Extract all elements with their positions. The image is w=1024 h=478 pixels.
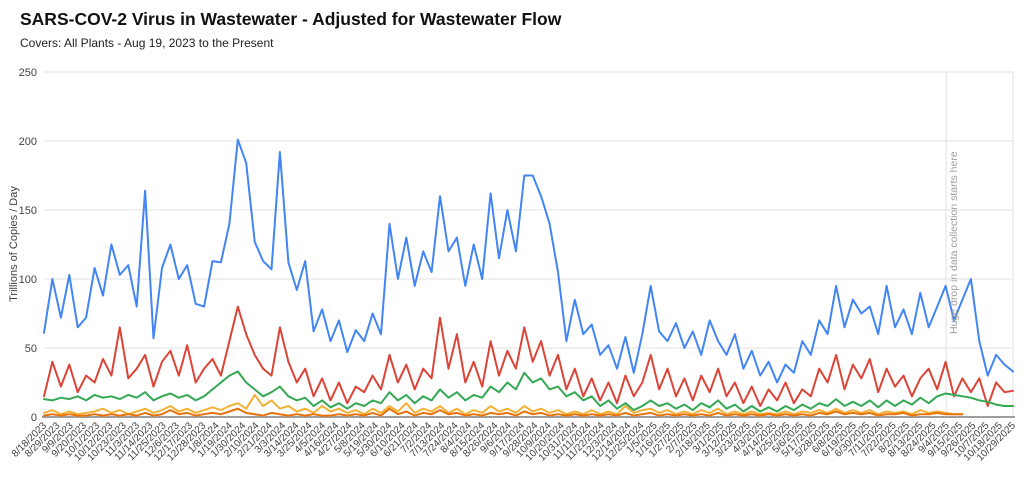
series-line-blue xyxy=(43,138,1014,384)
series-line-yellow xyxy=(43,393,964,416)
y-tick-label: 150 xyxy=(19,205,37,217)
series-line-red xyxy=(43,305,1014,407)
chart-subtitle: Covers: All Plants - Aug 19, 2023 to the… xyxy=(20,36,274,50)
y-tick-label: 50 xyxy=(25,343,37,355)
chart-title: SARS-COV-2 Virus in Wastewater - Adjuste… xyxy=(20,9,562,29)
y-tick-label: 250 xyxy=(19,67,37,79)
y-tick-label: 200 xyxy=(19,136,37,148)
y-tick-label: 100 xyxy=(19,274,37,286)
y-tick-label: 0 xyxy=(31,412,37,424)
series-line-orange xyxy=(43,407,964,417)
series-line-green xyxy=(43,370,1014,413)
annotation-label: Huge drop in data collection starts here xyxy=(948,151,960,334)
